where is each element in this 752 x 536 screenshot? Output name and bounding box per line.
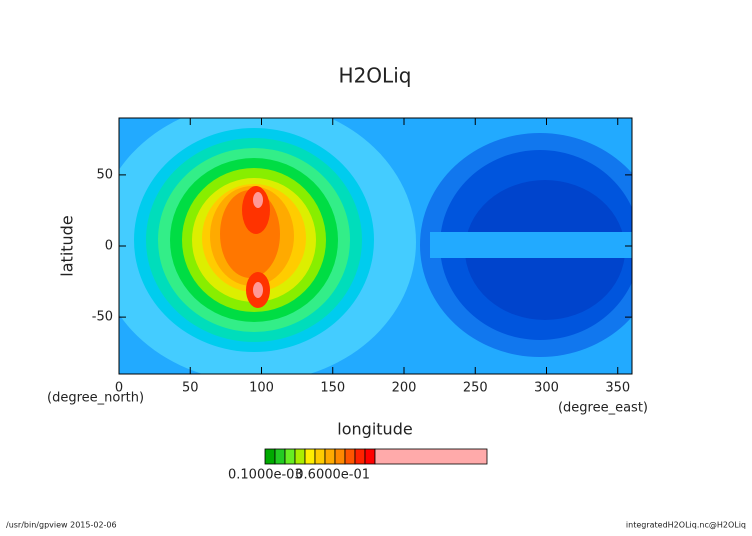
colorbar-segment	[374, 448, 488, 465]
colorbar-segment	[294, 448, 306, 465]
x-tick-label: 250	[463, 381, 488, 396]
x-axis-label: longitude	[337, 420, 412, 439]
colorbar-segment	[284, 448, 296, 465]
colorbar-segment	[314, 448, 326, 465]
y-tick-label: -50	[92, 310, 113, 325]
x-tick-label: 0	[115, 381, 123, 396]
colorbar-label: 0.1000e-03	[228, 468, 303, 483]
x-tick-label: 200	[392, 381, 417, 396]
colorbar-segment	[264, 448, 276, 465]
footer-right: integratedH2OLiq.nc@H2OLiq	[626, 521, 746, 530]
colorbar-segment	[334, 448, 346, 465]
x-tick-label: 350	[605, 381, 630, 396]
x-tick-label: 300	[534, 381, 559, 396]
y-axis-label: latitude	[58, 215, 77, 276]
contour-field	[119, 118, 632, 374]
footer-left: /usr/bin/gpview 2015-02-06	[6, 521, 117, 530]
x-tick-label: 100	[249, 381, 274, 396]
colorbar-segment	[274, 448, 286, 465]
y-tick-label: 50	[96, 167, 113, 182]
colorbar-segment	[324, 448, 336, 465]
y-tick-label: 0	[105, 239, 113, 254]
x-tick-label: 50	[182, 381, 199, 396]
x-tick-label: 150	[320, 381, 345, 396]
colorbar-segment	[304, 448, 316, 465]
x-unit: (degree_east)	[558, 401, 648, 416]
colorbar-segment	[354, 448, 366, 465]
colorbar-segment	[364, 448, 376, 465]
colorbar-label: 0.6000e-01	[295, 468, 370, 483]
colorbar-segment	[344, 448, 356, 465]
chart-title: H2OLiq	[339, 64, 412, 88]
y-unit: (degree_north)	[47, 391, 144, 406]
